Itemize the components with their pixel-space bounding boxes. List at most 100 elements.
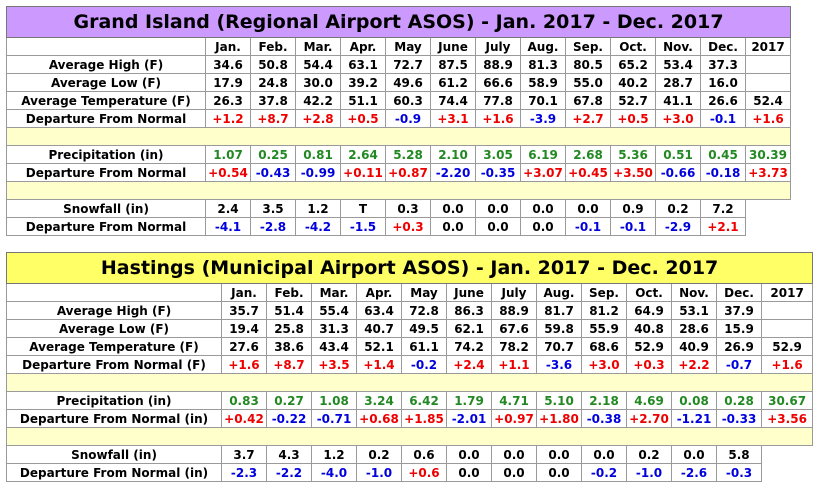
data-cell: 62.1 xyxy=(446,319,492,338)
data-cell: +2.7 xyxy=(565,109,611,128)
data-cell: +1.80 xyxy=(536,409,582,428)
data-cell: -1.5 xyxy=(340,217,386,236)
data-cell: 7.2 xyxy=(700,199,746,218)
column-header: 2017 xyxy=(760,283,814,302)
hastings-climate-table: Hastings (Municipal Airport ASOS) - Jan.… xyxy=(5,252,814,482)
data-cell: 28.6 xyxy=(671,319,717,338)
data-cell: 55.4 xyxy=(311,301,357,320)
data-cell: 37.3 xyxy=(700,55,746,74)
data-cell: 5.10 xyxy=(536,391,582,410)
data-cell: -0.2 xyxy=(581,463,627,482)
data-cell: 25.8 xyxy=(266,319,312,338)
data-cell: 42.2 xyxy=(295,91,341,110)
data-cell: +0.42 xyxy=(221,409,267,428)
column-header: Aug. xyxy=(536,283,582,302)
row-label: Average Low (F) xyxy=(6,73,206,92)
data-cell: 2.4 xyxy=(205,199,251,218)
data-cell: 54.4 xyxy=(295,55,341,74)
row-label: Average High (F) xyxy=(6,301,222,320)
data-cell: 0.0 xyxy=(475,217,521,236)
grand-island-table-body: Grand Island (Regional Airport ASOS) - J… xyxy=(5,6,792,236)
data-cell: 30.67 xyxy=(760,391,814,410)
column-header: June xyxy=(430,37,476,56)
column-header: Mar. xyxy=(311,283,357,302)
data-cell: 88.9 xyxy=(491,301,537,320)
data-cell: 0.0 xyxy=(565,199,611,218)
data-cell: +0.6 xyxy=(401,463,447,482)
data-cell: 0.0 xyxy=(430,199,476,218)
table-row: Snowfall (in) 2.4 3.5 1.2 T 0.3 0.0 0.0 0.0 0.0 0.… xyxy=(6,199,791,218)
data-cell: 74.2 xyxy=(446,337,492,356)
row-label: Departure From Normal (in) xyxy=(6,463,222,482)
data-cell: -2.9 xyxy=(655,217,701,236)
data-cell: 52.1 xyxy=(356,337,402,356)
data-cell: 49.5 xyxy=(401,319,447,338)
data-cell: +3.0 xyxy=(655,109,701,128)
data-cell: 39.2 xyxy=(340,73,386,92)
data-cell: 0.08 xyxy=(671,391,717,410)
column-header: Feb. xyxy=(266,283,312,302)
data-cell: +0.3 xyxy=(385,217,431,236)
data-cell: +3.56 xyxy=(760,409,814,428)
column-header: June xyxy=(446,283,492,302)
data-cell: 78.2 xyxy=(491,337,537,356)
data-cell: +1.6 xyxy=(760,355,814,374)
data-cell: 0.0 xyxy=(671,445,717,464)
data-cell: 72.8 xyxy=(401,301,447,320)
data-cell: 80.5 xyxy=(565,55,611,74)
table-row: Average Temperature (F) 26.3 37.8 42.2 51.1 6… xyxy=(6,91,792,110)
column-header: Oct. xyxy=(626,283,672,302)
data-cell: 1.2 xyxy=(295,199,341,218)
grand-island-climate-table: Grand Island (Regional Airport ASOS) - J… xyxy=(5,6,792,236)
data-cell: 4.3 xyxy=(266,445,312,464)
data-cell: 52.9 xyxy=(626,337,672,356)
data-cell: +3.1 xyxy=(430,109,476,128)
data-cell: -0.38 xyxy=(581,409,627,428)
data-cell: 30.0 xyxy=(295,73,341,92)
data-cell: 24.8 xyxy=(250,73,296,92)
data-cell: -4.1 xyxy=(205,217,251,236)
table-title-row: Hastings (Municipal Airport ASOS) - Jan.… xyxy=(5,252,814,284)
table-row: Average Low (F) 17.9 24.8 30.0 39.2 49.6 61.2 6… xyxy=(6,73,792,92)
data-cell: 0.0 xyxy=(536,445,582,464)
data-cell: 37.8 xyxy=(250,91,296,110)
data-cell xyxy=(760,301,814,320)
data-cell xyxy=(744,73,792,92)
data-cell: -2.20 xyxy=(430,163,476,182)
data-cell: 50.8 xyxy=(250,55,296,74)
data-cell: -0.43 xyxy=(250,163,296,182)
column-header: Oct. xyxy=(610,37,656,56)
data-cell: 0.51 xyxy=(655,145,701,164)
data-cell: 51.4 xyxy=(266,301,312,320)
data-cell: -3.9 xyxy=(520,109,566,128)
data-cell: +3.07 xyxy=(520,163,566,182)
table-row: Departure From Normal +0.54 -0.43 -0.99 +0.1… xyxy=(6,163,792,182)
table-row: Average Low (F) 19.4 25.8 31.3 40.7 49.5 62.1 6… xyxy=(6,319,814,338)
data-cell: -0.1 xyxy=(565,217,611,236)
data-cell: 3.24 xyxy=(356,391,402,410)
header-row: Jan. Feb. Mar. Apr. May June July Aug. Sep. Oct. N… xyxy=(6,37,792,56)
header-corner xyxy=(6,283,222,302)
data-cell: +1.6 xyxy=(744,109,792,128)
separator-row xyxy=(5,373,814,392)
data-cell: +0.3 xyxy=(626,355,672,374)
data-cell: -4.2 xyxy=(295,217,341,236)
data-cell: 63.1 xyxy=(340,55,386,74)
data-cell: 5.36 xyxy=(610,145,656,164)
column-header: Sep. xyxy=(565,37,611,56)
data-cell: 35.7 xyxy=(221,301,267,320)
table-row: Precipitation (in) 1.07 0.25 0.81 2.64 5.28 2.… xyxy=(6,145,792,164)
data-cell: 52.4 xyxy=(744,91,792,110)
table-row: Departure From Normal (in) +0.42 -0.22 -0.7… xyxy=(6,409,814,428)
data-cell: T xyxy=(340,199,386,218)
data-cell: 67.8 xyxy=(565,91,611,110)
data-cell: -3.6 xyxy=(536,355,582,374)
data-cell: +1.2 xyxy=(205,109,251,128)
data-cell: 30.39 xyxy=(744,145,792,164)
data-cell: 1.2 xyxy=(311,445,357,464)
data-cell: 0.0 xyxy=(536,463,582,482)
data-cell: 55.9 xyxy=(581,319,627,338)
separator-row xyxy=(5,127,792,146)
data-cell: 74.4 xyxy=(430,91,476,110)
separator-cell xyxy=(5,427,814,446)
